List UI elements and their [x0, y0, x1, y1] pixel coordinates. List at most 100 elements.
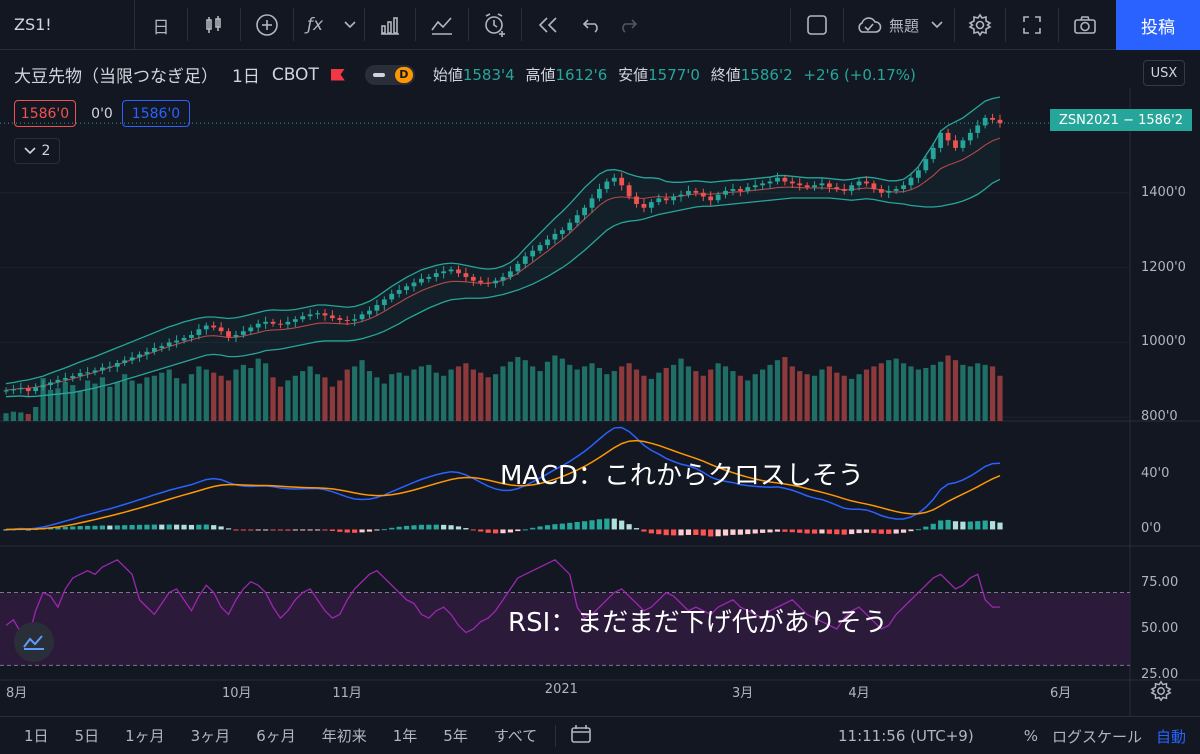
calendar-icon[interactable] — [570, 724, 592, 748]
macd-histogram-bar — [277, 529, 284, 531]
volume-bar — [18, 412, 24, 421]
candle-body — [856, 181, 862, 186]
candle-body — [226, 331, 231, 337]
gear-icon[interactable] — [955, 0, 1005, 50]
candle-body — [574, 215, 580, 223]
range-button[interactable]: 1年 — [392, 727, 418, 745]
volume-bar — [745, 380, 751, 421]
replay-icon[interactable] — [522, 0, 574, 50]
volume-bar — [322, 377, 328, 421]
function-icon[interactable]: ƒx — [306, 15, 324, 35]
last-price-label: ZSN2021 − 1586'2 — [1050, 109, 1192, 131]
market-status-pill[interactable]: D — [364, 64, 415, 85]
macd-histogram-bar — [314, 529, 321, 531]
candle-body — [760, 183, 766, 186]
volume-bar — [159, 372, 165, 421]
range-button[interactable]: 6ヶ月 — [256, 727, 296, 745]
macd-histogram-bar — [359, 529, 365, 533]
candle-body — [804, 185, 810, 188]
volume-bar — [107, 386, 113, 421]
volume-bar — [871, 366, 877, 421]
candle-body — [329, 315, 335, 319]
volume-bar — [893, 358, 899, 421]
macd-histogram-bar — [196, 524, 202, 530]
save-layout-button[interactable]: 無題 — [844, 0, 954, 50]
candle-body — [938, 132, 944, 148]
volume-bar — [144, 377, 150, 421]
chevron-down-icon[interactable] — [336, 0, 364, 50]
candle-body — [537, 245, 543, 251]
rsi-band — [0, 592, 1130, 666]
currency-button[interactable]: USX — [1143, 60, 1185, 86]
volume-bar — [485, 377, 491, 421]
camera-icon[interactable] — [1059, 0, 1111, 50]
volume-bar — [967, 366, 973, 421]
volume-bar — [530, 366, 536, 421]
macd-histogram-bar — [678, 529, 684, 536]
volume-bar — [611, 371, 617, 421]
range-button[interactable]: 年初来 — [321, 727, 367, 745]
time-tick-label: 2021 — [544, 682, 578, 697]
indicator-toggle[interactable]: 2 — [14, 138, 60, 164]
macd-histogram-bar — [648, 529, 654, 534]
alarm-icon[interactable] — [469, 0, 521, 50]
candle-body — [886, 190, 892, 193]
candle-body — [419, 278, 424, 283]
sell-button[interactable]: 1586'0 — [14, 100, 76, 127]
macd-histogram-bar — [604, 518, 610, 530]
date-range-list: 1日 5日 1ヶ月 3ヶ月 6ヶ月 年初来 1年 5年 すべて — [0, 725, 543, 746]
candle-body — [151, 348, 157, 352]
fullscreen-icon[interactable] — [1006, 0, 1058, 50]
bar-chart-icon[interactable] — [365, 0, 415, 50]
delayed-badge: D — [394, 66, 413, 83]
range-button[interactable]: 5年 — [443, 727, 468, 745]
candle-body — [292, 319, 298, 322]
volume-bar — [411, 369, 417, 421]
candle-body — [908, 177, 914, 186]
macd-histogram-bar — [975, 521, 981, 530]
range-button[interactable]: 1ヶ月 — [125, 727, 165, 745]
volume-bar — [730, 371, 736, 421]
auto-scale-toggle[interactable]: 自動 — [1155, 727, 1186, 746]
publish-button[interactable]: 投稿 — [1116, 0, 1200, 50]
volume-bar — [581, 366, 588, 421]
volume-bar — [767, 364, 773, 421]
macd-histogram-bar — [344, 529, 350, 533]
layout-icon[interactable] — [791, 0, 843, 50]
gear-icon[interactable] — [1150, 680, 1172, 706]
candle-body — [166, 342, 172, 347]
interval-button[interactable]: 日 — [152, 17, 170, 38]
log-scale-toggle[interactable]: ログスケール — [1051, 727, 1142, 746]
symbol-search-button[interactable]: ZS1! — [0, 0, 135, 49]
macd-histogram-bar — [188, 524, 195, 530]
tradingview-logo-icon[interactable] — [14, 622, 54, 662]
macd-histogram-bar — [270, 529, 276, 531]
flag-icon — [330, 68, 345, 81]
undo-icon[interactable] — [574, 0, 610, 50]
clock-time[interactable]: 11:11:56 (UTC+9) — [838, 727, 974, 745]
time-tick-label: 3月 — [732, 686, 754, 701]
volume-bar — [737, 375, 743, 421]
candle-body — [62, 377, 68, 380]
time-tick-label: 6月 — [1050, 686, 1072, 701]
candle-body — [381, 299, 387, 306]
range-button[interactable]: 3ヶ月 — [190, 727, 231, 745]
range-button[interactable]: 5日 — [74, 727, 100, 745]
candle-body — [441, 271, 447, 274]
volume-bar — [277, 386, 284, 421]
rsi-annotation: RSI：まだまだ下げ代がありそう — [508, 608, 888, 638]
plus-circle-icon[interactable] — [241, 0, 293, 50]
macd-histogram-bar — [596, 519, 603, 530]
legend-title: 大豆先物（当限つなぎ足） — [14, 67, 218, 87]
redo-icon[interactable] — [610, 0, 646, 50]
candle-body — [426, 276, 432, 279]
compare-icon[interactable] — [416, 0, 468, 50]
buy-button[interactable]: 1586'0 — [122, 100, 190, 127]
range-button[interactable]: 1日 — [24, 727, 49, 745]
macd-histogram-bar — [730, 529, 736, 535]
volume-bar — [478, 372, 484, 421]
percent-toggle[interactable]: % — [1023, 727, 1038, 745]
candle-icon[interactable] — [188, 0, 240, 50]
range-button[interactable]: すべて — [493, 727, 538, 745]
candle-body — [278, 323, 283, 325]
